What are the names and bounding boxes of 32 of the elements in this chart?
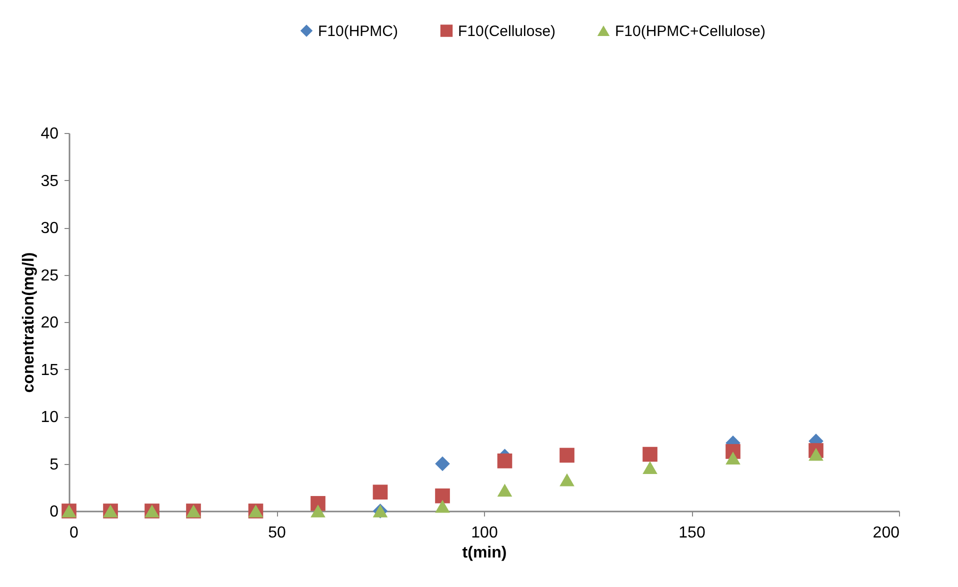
point bbox=[435, 488, 450, 504]
point bbox=[310, 504, 326, 518]
y-tick-label: 25 bbox=[40, 267, 59, 284]
y-tick-label: 15 bbox=[40, 362, 59, 379]
legend-label: F10(HPMC) bbox=[318, 22, 398, 40]
point bbox=[642, 446, 658, 462]
y-tick-label: 0 bbox=[50, 504, 59, 520]
point bbox=[497, 484, 512, 497]
point bbox=[808, 448, 824, 461]
x-axis-title: t(min) bbox=[462, 544, 507, 562]
y-tick-label: 20 bbox=[40, 314, 59, 332]
x-tick-label: 50 bbox=[268, 524, 286, 542]
point bbox=[372, 484, 388, 500]
x-tick-label: 200 bbox=[872, 524, 900, 542]
y-tick-label: 5 bbox=[50, 456, 59, 474]
point bbox=[642, 461, 658, 474]
point bbox=[726, 452, 740, 465]
y-tick-label: 35 bbox=[40, 172, 59, 190]
point bbox=[560, 473, 574, 486]
y-tick-label: 10 bbox=[40, 409, 59, 426]
legend-label: F10(Cellulose) bbox=[458, 22, 556, 40]
y-axis-title: conentration(mg/l) bbox=[20, 252, 38, 393]
y-tick-label: 30 bbox=[40, 220, 59, 237]
x-tick-label: 100 bbox=[471, 524, 498, 542]
y-tick-label: 40 bbox=[40, 126, 59, 142]
legend-label: F10(HPMC+Cellulose) bbox=[615, 22, 766, 40]
point bbox=[497, 454, 512, 468]
x-tick-label: 150 bbox=[678, 524, 706, 542]
point bbox=[435, 500, 450, 513]
point bbox=[560, 448, 574, 463]
point bbox=[435, 456, 450, 472]
x-tick-label: 0 bbox=[70, 524, 78, 542]
